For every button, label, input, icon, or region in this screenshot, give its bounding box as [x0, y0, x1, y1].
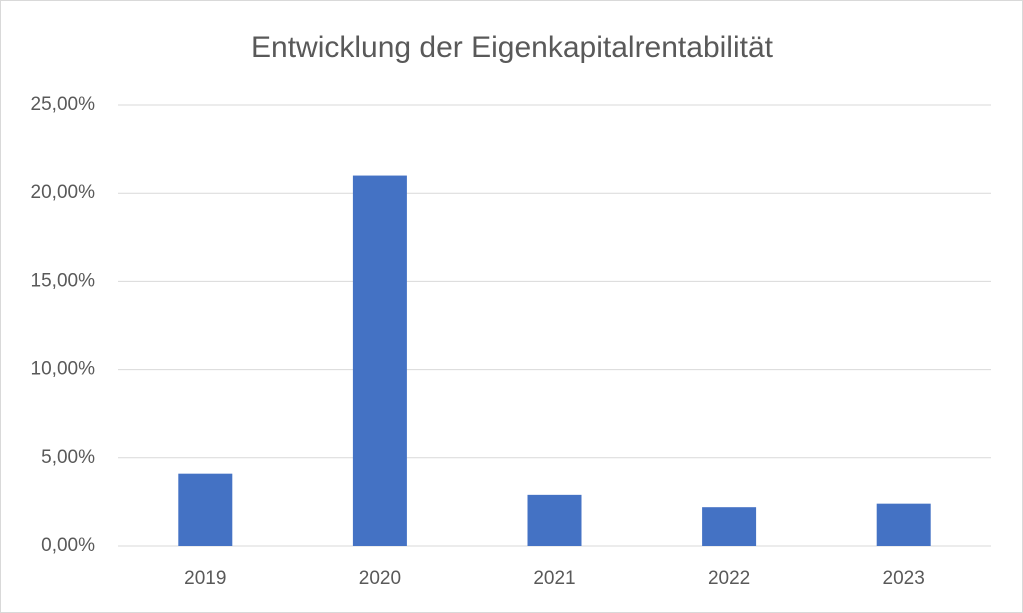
- x-tick-label: 2020: [359, 568, 401, 589]
- x-tick-label: 2023: [883, 568, 925, 589]
- y-tick-label: 5,00%: [41, 447, 95, 468]
- y-tick-label: 15,00%: [31, 270, 96, 291]
- y-tick-label: 10,00%: [31, 359, 96, 380]
- bar: [527, 494, 582, 546]
- x-tick-label: 2019: [184, 568, 226, 589]
- y-tick-label: 25,00%: [31, 94, 96, 115]
- y-tick-label: 20,00%: [31, 182, 96, 203]
- chart-title: Entwicklung der Eigenkapitalrentabilität: [251, 31, 774, 64]
- x-tick-label: 2021: [533, 568, 575, 589]
- bar: [702, 507, 757, 546]
- x-tick-label: 2022: [708, 568, 750, 589]
- bar: [178, 473, 233, 546]
- bar: [352, 175, 407, 546]
- y-tick-label: 0,00%: [41, 535, 95, 556]
- bar: [876, 503, 931, 546]
